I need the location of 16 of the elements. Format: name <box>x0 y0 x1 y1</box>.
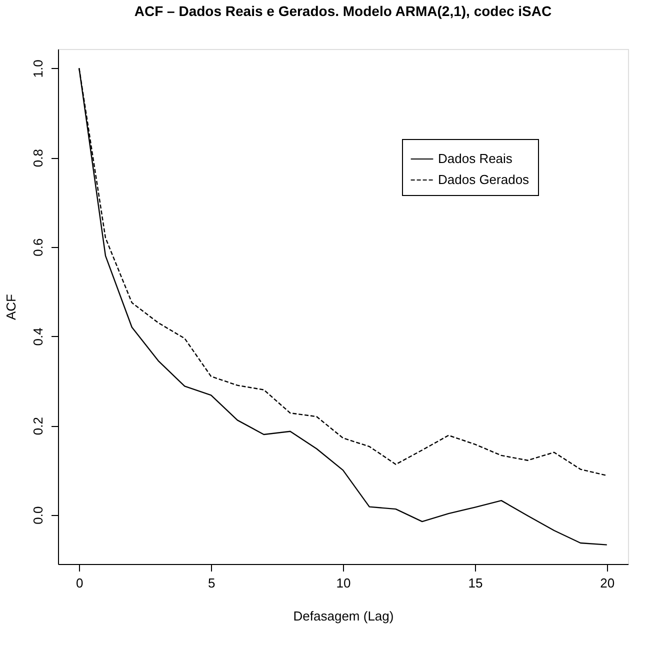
x-tick-label: 20 <box>600 576 615 590</box>
y-tick-label: 0.0 <box>30 506 46 524</box>
y-tick-label: 0.8 <box>30 149 46 168</box>
legend-label: Dados Gerados <box>438 172 530 187</box>
chart-title: ACF – Dados Reais e Gerados. Modelo ARMA(2,1), codec iSAC <box>134 3 552 19</box>
x-tick-label: 15 <box>468 576 483 590</box>
y-tick-label: 1.0 <box>30 60 46 78</box>
y-axis-title: ACF <box>4 294 18 320</box>
x-tick-label: 0 <box>76 576 84 590</box>
legend-label: Dados Reais <box>438 151 513 166</box>
x-tick-label: 5 <box>208 576 216 590</box>
y-tick-label: 0.2 <box>30 416 46 436</box>
y-tick-label: 0.6 <box>30 238 46 256</box>
x-axis-title: Defasagem (Lag) <box>293 608 394 624</box>
y-tick-label: 0.4 <box>30 328 46 346</box>
x-tick-label: 10 <box>336 576 351 590</box>
